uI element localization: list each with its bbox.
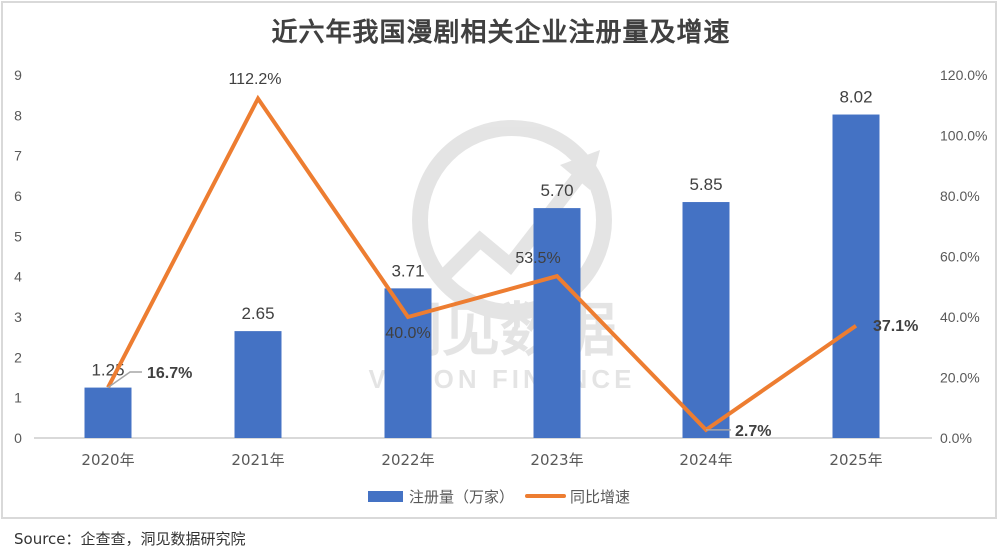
right-tick-label: 120.0% <box>940 67 987 83</box>
left-tick-label: 0 <box>14 430 22 446</box>
left-tick-label: 7 <box>14 148 22 164</box>
chart-frame <box>1 1 997 519</box>
left-y-axis: 0 1 2 3 4 5 6 7 8 9 <box>14 67 22 446</box>
legend-bar-swatch <box>368 491 403 502</box>
bar[interactable] <box>832 114 880 438</box>
x-tick-label: 2025年 <box>829 451 882 469</box>
line-value-label: 112.2% <box>228 71 281 88</box>
bar-value-label: 8.02 <box>839 88 872 107</box>
leader-line <box>107 371 142 389</box>
x-tick-label: 2023年 <box>530 451 583 469</box>
growth-line[interactable] <box>106 94 858 433</box>
left-tick-label: 4 <box>14 269 22 285</box>
left-tick-label: 8 <box>14 107 22 123</box>
right-y-axis: 0.0% 20.0% 40.0% 60.0% 80.0% 100.0% 120.0% <box>940 67 987 446</box>
left-tick-label: 9 <box>14 67 22 83</box>
left-tick-label: 2 <box>14 349 22 365</box>
left-tick-label: 5 <box>14 228 22 244</box>
right-tick-label: 100.0% <box>940 128 987 144</box>
left-tick-label: 6 <box>14 188 22 204</box>
bar[interactable] <box>682 202 730 438</box>
bar-value-label: 5.85 <box>689 175 722 194</box>
bar-series: 1.252.653.715.70 5.858.02 <box>84 88 880 438</box>
x-axis-labels: 2020年 2021年 2022年 2023年 2024年 2025年 <box>81 451 882 469</box>
bar-value-label: 2.65 <box>241 304 274 323</box>
bar[interactable] <box>84 387 132 438</box>
line-value-label: 37.1% <box>873 318 918 335</box>
x-tick-label: 2020年 <box>81 451 134 469</box>
line-series: 16.7% 112.2% 40.0% 53.5% 2.7% 37.1% <box>106 71 918 440</box>
right-tick-label: 0.0% <box>940 430 972 446</box>
line-value-label: 16.7% <box>147 365 192 382</box>
left-tick-label: 3 <box>14 309 22 325</box>
left-tick-label: 1 <box>14 390 22 406</box>
legend-line-label: 同比增速 <box>570 488 630 506</box>
line-value-label: 2.7% <box>735 423 771 440</box>
x-tick-label: 2024年 <box>679 451 732 469</box>
line-value-label: 53.5% <box>515 250 560 267</box>
legend-bar-label: 注册量（万家） <box>409 488 514 506</box>
bar-value-label: 3.71 <box>391 261 424 280</box>
bar[interactable] <box>533 208 581 438</box>
right-tick-label: 60.0% <box>940 249 980 265</box>
right-tick-label: 20.0% <box>940 370 980 386</box>
right-tick-label: 40.0% <box>940 309 980 325</box>
line-value-label: 40.0% <box>385 325 430 342</box>
x-tick-label: 2021年 <box>231 451 284 469</box>
chart-title: 近六年我国漫剧相关企业注册量及增速 <box>271 18 731 48</box>
right-tick-label: 80.0% <box>940 188 980 204</box>
bar[interactable] <box>234 331 282 438</box>
legend: 注册量（万家） 同比增速 <box>368 488 630 506</box>
bar-value-label: 5.70 <box>540 181 573 200</box>
x-tick-label: 2022年 <box>381 451 434 469</box>
source-note: Source：企查查，洞见数据研究院 <box>14 530 246 548</box>
